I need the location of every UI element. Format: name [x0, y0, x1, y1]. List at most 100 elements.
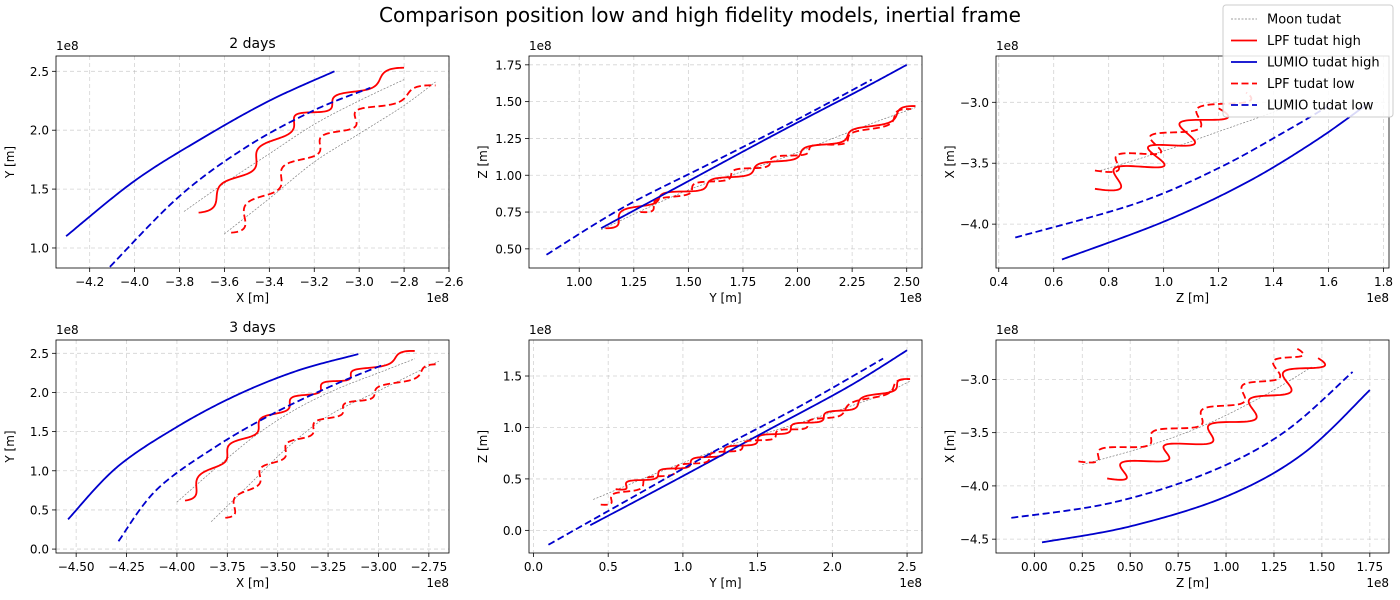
- x-tick-label: −4.50: [58, 560, 95, 574]
- x-tick-label: −3.4: [255, 275, 284, 289]
- y-axis-label: Z [m]: [476, 430, 490, 463]
- series-moon: [224, 81, 436, 235]
- x-offset-label: 1e8: [1366, 576, 1389, 590]
- x-tick-label: −3.25: [310, 560, 347, 574]
- y-tick-label: 1.75: [495, 58, 522, 72]
- subplot-2: 1.00 1.25 1.50 1.75 2.00 2.25 2.50 0.50 0.75 1.00…: [476, 39, 923, 305]
- y-tick-label: 1.0: [503, 421, 522, 435]
- series-lpf-high: [184, 350, 415, 502]
- series-lumio-high: [589, 349, 908, 527]
- series-lpf-high: [1107, 357, 1327, 481]
- x-tick-label: 0.0: [524, 560, 543, 574]
- y-offset-label: 1e8: [56, 323, 79, 337]
- x-tick-label: 1.8: [1374, 275, 1393, 289]
- x-offset-label: 1e8: [426, 291, 449, 305]
- x-tick-label: 1.4: [1264, 275, 1283, 289]
- series-group: [67, 350, 440, 542]
- series-lumio-low: [1011, 371, 1354, 519]
- y-offset-label: 1e8: [996, 323, 1019, 337]
- x-axis-label: X [m]: [236, 291, 269, 305]
- x-tick-label: −4.00: [159, 560, 196, 574]
- legend-box: [1222, 4, 1394, 118]
- x-tick-label: 2.25: [839, 275, 866, 289]
- subplot-4: −4.50 −4.25 −4.00 −3.75 −3.50 −3.25 −3.00 −2.75…: [3, 320, 450, 590]
- x-tick-label: 1.75: [730, 275, 757, 289]
- y-tick-label: 1.25: [495, 132, 522, 146]
- y-axis-label: X [m]: [943, 145, 957, 178]
- subplots: −4.2 −4.0 −3.8 −3.6 −3.4 −3.2 −3.0 −2.8 −2.6 1.0 1…: [3, 36, 1393, 590]
- series-lumio-high: [67, 353, 359, 520]
- series-lpf-high: [605, 105, 916, 230]
- x-tick-label: 1.25: [1261, 560, 1288, 574]
- x-axis-label: Y [m]: [708, 291, 741, 305]
- x-axis-label: Z [m]: [1176, 291, 1209, 305]
- y-tick-label: 1.50: [495, 95, 522, 109]
- y-tick-label: 0.5: [503, 472, 522, 486]
- series-moon: [600, 107, 916, 231]
- y-axis-label: X [m]: [943, 430, 957, 463]
- x-axis-label: Z [m]: [1176, 576, 1209, 590]
- y-axis-label: Y [m]: [3, 430, 17, 463]
- x-tick-label: −3.6: [210, 275, 239, 289]
- y-offset-label: 1e8: [529, 39, 552, 53]
- x-offset-label: 1e8: [899, 291, 922, 305]
- axes-frame: [995, 339, 1390, 554]
- axes-frame: [55, 55, 450, 269]
- series-lumio-low: [547, 357, 884, 546]
- subplot-title: 3 days: [229, 320, 275, 336]
- x-tick-label: −3.0: [345, 275, 374, 289]
- x-tick-label: 1.50: [1309, 560, 1336, 574]
- legend: Moon tudat LPF tudat high LUMIO tudat high…: [1222, 4, 1394, 118]
- series-moon: [1082, 366, 1313, 465]
- y-tick-label: 0.0: [503, 524, 522, 538]
- y-tick-label: 2.5: [30, 65, 49, 79]
- legend-entry-label: LUMIO tudat low: [1267, 99, 1374, 114]
- y-tick-label: 1.00: [495, 169, 522, 183]
- x-tick-label: 2.5: [898, 560, 917, 574]
- y-tick-label: 2.5: [30, 347, 49, 361]
- x-tick-label: −3.8: [165, 275, 194, 289]
- series-lpf-low: [640, 108, 912, 214]
- y-tick-label: 2.0: [30, 124, 49, 138]
- x-tick-label: 0.00: [1021, 560, 1048, 574]
- legend-entry-label: LPF tudat low: [1267, 77, 1355, 92]
- series-lumio-low: [545, 78, 873, 256]
- x-tick-label: −2.8: [390, 275, 419, 289]
- subplot-6: 0.00 0.25 0.50 0.75 1.00 1.25 1.50 1.75 −4.5 −4.0…: [943, 323, 1390, 590]
- y-tick-label: 0.5: [30, 503, 49, 517]
- x-tick-label: −4.0: [120, 275, 149, 289]
- series-group: [65, 66, 436, 268]
- axes-frame: [528, 55, 923, 269]
- series-lumio-high: [1041, 389, 1371, 544]
- y-axis-label: Z [m]: [476, 145, 490, 178]
- x-tick-label: −4.2: [75, 275, 104, 289]
- legend-entry-label: LUMIO tudat high: [1267, 56, 1380, 71]
- series-lpf-high: [1094, 107, 1230, 192]
- figure-title: Comparison position low and high fidelit…: [379, 3, 1021, 27]
- series-lpf-low: [1078, 347, 1305, 464]
- legend-entry-label: Moon tudat: [1267, 13, 1341, 28]
- y-offset-label: 1e8: [529, 323, 552, 337]
- x-tick-label: 1.0: [1154, 275, 1173, 289]
- series-lumio-high: [1061, 101, 1371, 261]
- y-tick-label: −4.5: [960, 533, 989, 547]
- y-tick-label: 0.75: [495, 206, 522, 220]
- series-moon: [210, 360, 440, 522]
- x-tick-label: 0.6: [1044, 275, 1063, 289]
- x-tick-label: 0.75: [1165, 560, 1192, 574]
- series-lpf-low: [231, 84, 436, 234]
- x-tick-label: 0.8: [1099, 275, 1118, 289]
- x-tick-label: −4.25: [108, 560, 145, 574]
- y-tick-label: −4.0: [960, 479, 989, 493]
- y-offset-label: 1e8: [56, 39, 79, 53]
- x-tick-label: 1.00: [1213, 560, 1240, 574]
- x-tick-label: 1.50: [675, 275, 702, 289]
- x-tick-label: 0.4: [989, 275, 1008, 289]
- y-offset-label: 1e8: [996, 39, 1019, 53]
- series-moon: [183, 79, 405, 212]
- x-tick-label: 1.0: [673, 560, 692, 574]
- series-lumio-low: [117, 363, 385, 542]
- series-group: [1011, 347, 1371, 544]
- series-lumio-high: [65, 70, 335, 237]
- subplot-1: −4.2 −4.0 −3.8 −3.6 −3.4 −3.2 −3.0 −2.8 −2.6 1.0 1…: [3, 36, 464, 305]
